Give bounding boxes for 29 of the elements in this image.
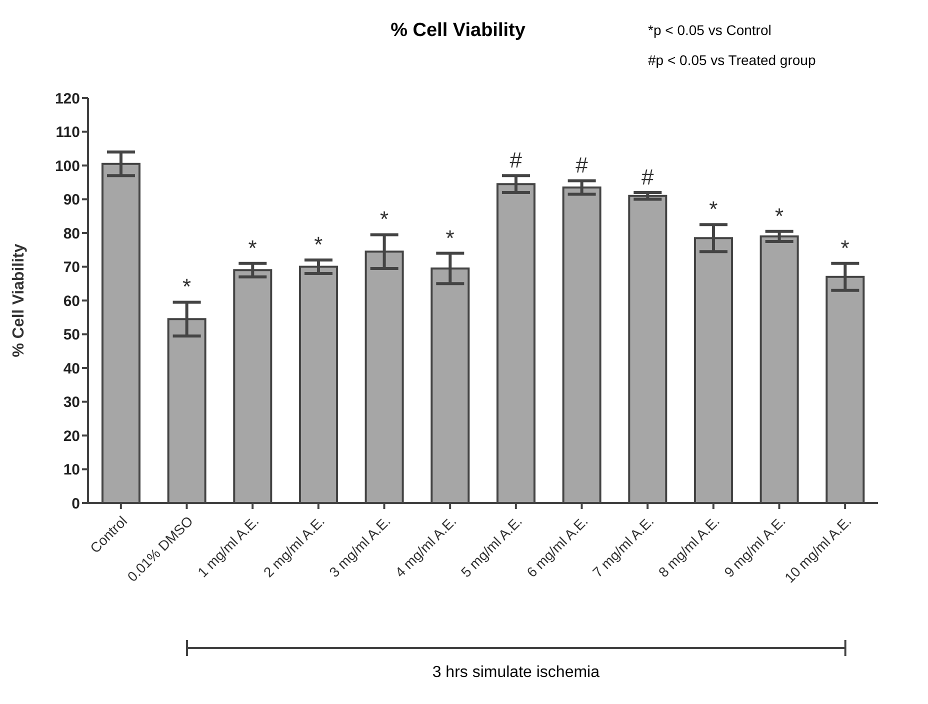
y-tick-label: 60 (63, 292, 80, 310)
annotation: * (380, 206, 389, 232)
y-tick-label: 120 (54, 90, 80, 108)
y-tick-label: 50 (63, 326, 80, 344)
text: *p < 0.05 vs Control (648, 22, 772, 38)
annotation: * (840, 235, 850, 260)
y-tick-label: 70 (63, 259, 80, 276)
y-tick-label: 0 (72, 495, 80, 512)
annotation: * (248, 235, 258, 260)
annotation: * (314, 232, 324, 257)
y-tick-label: 110 (56, 124, 80, 142)
annotation: # (510, 148, 523, 173)
y-tick-label: 30 (63, 394, 80, 412)
y-tick-label: 10 (63, 462, 80, 479)
text: 3 hrs simulate ischemia (431, 664, 600, 682)
y-tick-label: 40 (63, 360, 80, 378)
annotation: * (182, 274, 192, 300)
annotation: # (641, 164, 654, 190)
annotation: # (576, 152, 589, 178)
annotation: * (709, 196, 718, 222)
chart-title: % Cell Viability (390, 20, 526, 41)
y-tick-label: 20 (63, 428, 80, 445)
text: #p < 0.05 vs Treated group (648, 52, 816, 68)
y-tick-label: 90 (63, 192, 80, 209)
y-tick-label: 100 (54, 158, 80, 175)
y-axis-title: % Cell Viability (10, 244, 28, 358)
y-tick-label: 80 (63, 225, 80, 242)
annotation: * (446, 225, 455, 250)
annotation: * (774, 203, 784, 228)
